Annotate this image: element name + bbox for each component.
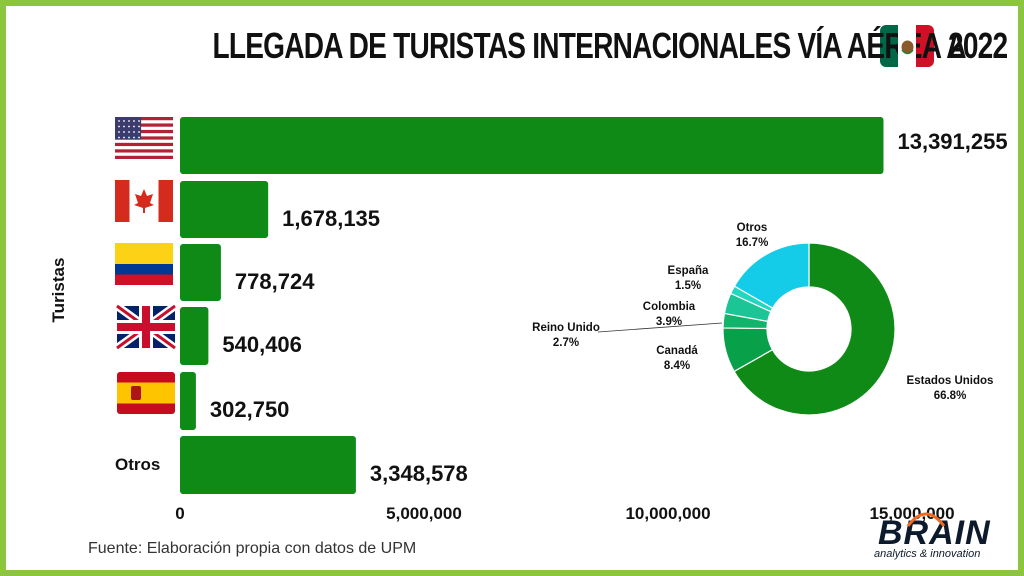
bar-1 [180,117,884,174]
donut-slice-percent: 3.9% [656,316,682,328]
donut-slice-percent: 66.8% [934,390,967,402]
bar-2 [180,181,269,238]
source-note: Fuente: Elaboración propia con datos de … [88,540,417,557]
x-tick-label: 15,000,000 [869,504,954,523]
bar-6 [180,436,356,494]
donut-slice-name: Estados Unidos [907,375,994,387]
usa-flag-icon [115,117,173,159]
donut-slice [733,242,810,309]
bar-value-label: 13,391,255 [897,129,1007,154]
donut-slice-name: Reino Unido [532,322,600,334]
title-text: LLEGADA DE TURISTAS INTERNACIONALES VÍA … [212,25,966,66]
y-axis-title: Turistas [49,258,68,323]
title-year: 2022 [947,25,1008,66]
spain-flag-icon [117,372,175,414]
bar-4 [180,307,209,365]
bars-layer: 13,391,255 1,678,135 778,724 540,406 302,750… [180,117,1008,494]
x-tick-label: 10,000,000 [625,504,710,523]
logo-tagline: analytics & innovation [874,548,981,560]
donut-slice-percent: 1.5% [675,280,701,292]
donut-slice-name: Otros [737,222,768,234]
x-tick-label: 0 [175,504,184,523]
donut-slice-name: Canadá [656,345,698,357]
x-tick-label: 5,000,000 [386,504,462,523]
bar-value-label: 302,750 [210,397,290,422]
category-label-otros: Otros [115,455,160,474]
bar-3 [180,244,221,301]
x-axis: Turistas 0 5,000,000 10,000,000 15,000,000 [49,258,955,523]
donut-slice [733,242,896,416]
canada-flag-icon [115,180,173,222]
chart-title: LLEGADA DE TURISTAS INTERNACIONALES VÍA … [0,20,1024,72]
donut-slice-percent: 16.7% [736,237,769,249]
brain-logo: BRAIN analytics & innovation [868,512,998,566]
donut-slice-name: Colombia [643,301,696,313]
colombia-flag-icon [115,243,173,285]
donut-slice-percent: 8.4% [664,360,690,372]
bar-5 [180,372,196,430]
donut-slice-percent: 2.7% [553,337,579,349]
bar-value-label: 540,406 [222,332,302,357]
logo-arc-icon [906,512,946,527]
leader-line [597,322,723,333]
bar-value-label: 1,678,135 [282,206,380,231]
bar-value-label: 3,348,578 [370,461,468,486]
donut-chart: Estados Unidos 66.8% Canadá 8.4% Reino Unido… [532,222,994,416]
bar-value-label: 778,724 [235,269,315,294]
flags-layer: Otros [114,117,178,474]
mexico-flag-icon [879,25,934,67]
uk-flag-icon [114,302,178,352]
donut-slice-name: España [668,265,710,277]
logo-word: BRAIN [878,514,991,552]
